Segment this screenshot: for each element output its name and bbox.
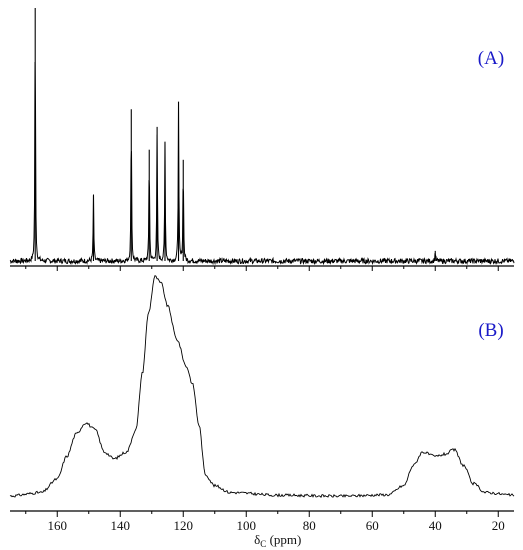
x-axis: 160 140 120 100 80 60 40 20 δC (ppm) — [10, 510, 514, 549]
x-axis-title: δC (ppm) — [254, 532, 301, 549]
x-tick-label-160: 160 — [48, 518, 68, 533]
panel-a-label: (A) — [478, 48, 504, 69]
x-axis-title-unit: (ppm) — [266, 532, 301, 547]
spectrum-b-line — [9, 275, 515, 498]
x-tick-label-80: 80 — [303, 518, 316, 533]
x-axis-title-subscript: C — [260, 539, 266, 549]
x-tick-label-60: 60 — [366, 518, 379, 533]
x-axis-title-symbol: δ — [254, 532, 260, 547]
x-tick-label-20: 20 — [492, 518, 505, 533]
x-tick-label-140: 140 — [111, 518, 131, 533]
x-tick-label-120: 120 — [174, 518, 194, 533]
panel-b-label: (B) — [478, 320, 503, 341]
x-tick-label-40: 40 — [429, 518, 442, 533]
x-tick-label-100: 100 — [237, 518, 257, 533]
panel-b-spectrum: (B) — [9, 275, 515, 498]
spectrum-a-line — [9, 62, 515, 266]
panel-a-spectrum: (A) — [9, 8, 515, 271]
